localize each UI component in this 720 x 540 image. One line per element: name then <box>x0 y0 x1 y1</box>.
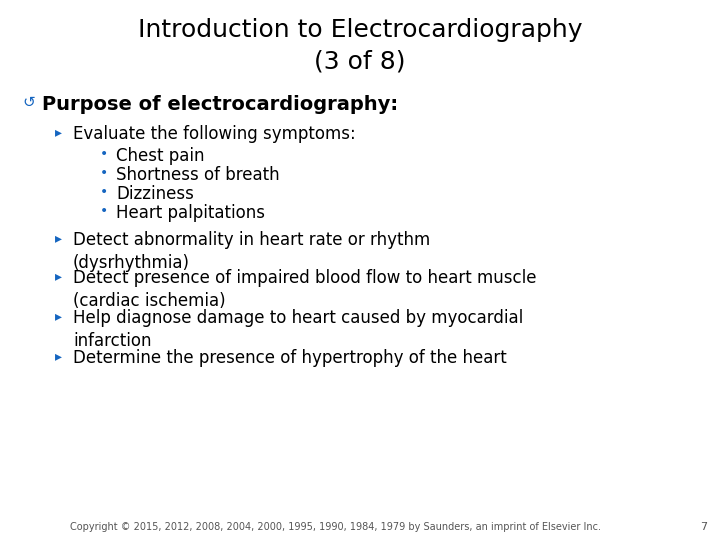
Text: ▸: ▸ <box>55 349 62 363</box>
Text: •: • <box>100 204 108 218</box>
Text: Help diagnose damage to heart caused by myocardial
infarction: Help diagnose damage to heart caused by … <box>73 309 523 350</box>
Text: Introduction to Electrocardiography: Introduction to Electrocardiography <box>138 18 582 42</box>
Text: Chest pain: Chest pain <box>116 147 204 165</box>
Text: Purpose of electrocardiography:: Purpose of electrocardiography: <box>42 95 398 114</box>
Text: Detect abnormality in heart rate or rhythm
(dysrhythmia): Detect abnormality in heart rate or rhyt… <box>73 231 431 272</box>
Text: 7: 7 <box>700 522 707 532</box>
Text: •: • <box>100 166 108 180</box>
Text: Shortness of breath: Shortness of breath <box>116 166 279 184</box>
Text: Detect presence of impaired blood flow to heart muscle
(cardiac ischemia): Detect presence of impaired blood flow t… <box>73 269 536 310</box>
Text: •: • <box>100 185 108 199</box>
Text: Determine the presence of hypertrophy of the heart: Determine the presence of hypertrophy of… <box>73 349 507 367</box>
Text: Copyright © 2015, 2012, 2008, 2004, 2000, 1995, 1990, 1984, 1979 by Saunders, an: Copyright © 2015, 2012, 2008, 2004, 2000… <box>70 522 601 532</box>
Text: ▸: ▸ <box>55 309 62 323</box>
Text: ↺: ↺ <box>22 95 35 110</box>
Text: ▸: ▸ <box>55 231 62 245</box>
Text: (3 of 8): (3 of 8) <box>314 50 406 74</box>
Text: Dizziness: Dizziness <box>116 185 194 203</box>
Text: ▸: ▸ <box>55 269 62 283</box>
Text: Heart palpitations: Heart palpitations <box>116 204 265 222</box>
Text: ▸: ▸ <box>55 125 62 139</box>
Text: Evaluate the following symptoms:: Evaluate the following symptoms: <box>73 125 356 143</box>
Text: •: • <box>100 147 108 161</box>
